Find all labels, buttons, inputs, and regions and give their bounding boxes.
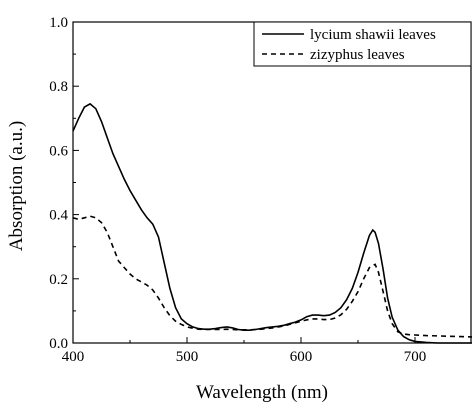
y-axis-ticks: 0.0 0.2 0.4 0.6 0.8 1.0 (49, 15, 79, 352)
y-axis-title: Absorption (a.u.) (6, 121, 27, 251)
y-tick-label: 0.2 (49, 272, 68, 288)
y-tick-label: 0.6 (49, 143, 68, 159)
plot-area (72, 21, 472, 344)
x-tick-label: 700 (404, 349, 427, 365)
y-tick-label: 0.0 (49, 336, 68, 352)
x-tick-label: 400 (62, 349, 85, 365)
legend: lycium shawii leaves zizyphus leaves (253, 21, 472, 67)
series-line-1 (72, 102, 472, 344)
y-tick-label: 0.4 (49, 208, 68, 224)
x-axis-ticks: 400 500 600 700 (62, 337, 427, 365)
x-tick-label: 500 (176, 349, 199, 365)
x-tick-label: 600 (290, 349, 313, 365)
y-tick-label: 1.0 (49, 15, 68, 31)
series-layer (72, 102, 472, 344)
legend-label-2: zizyphus leaves (310, 47, 405, 63)
x-axis-title: Wavelength (nm) (196, 382, 328, 403)
legend-label-1: lycium shawii leaves (310, 27, 436, 43)
series-line-2 (72, 215, 472, 338)
plot-frame (72, 21, 472, 344)
y-tick-label: 0.8 (49, 79, 68, 95)
legend-box (253, 21, 472, 67)
